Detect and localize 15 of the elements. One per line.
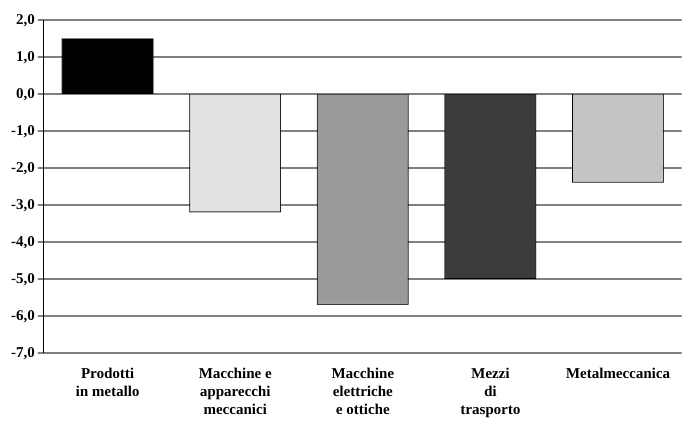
x-tick-label: Mezzi di trasporto <box>460 366 520 418</box>
y-tick-label: -4,0 <box>10 234 35 250</box>
y-tick-label: 0,0 <box>16 86 35 102</box>
y-tick-label: -2,0 <box>10 160 35 176</box>
x-tick-label: Metalmeccanica <box>566 366 670 382</box>
x-tick-label: Macchine e apparecchi meccanici <box>198 366 272 418</box>
y-tick-label: 1,0 <box>16 48 35 65</box>
y-tick-label: -5,0 <box>10 270 35 287</box>
x-tick-label: Prodotti in metallo <box>76 366 140 400</box>
y-tick-label: -6,0 <box>10 308 35 324</box>
y-tick-label: -1,0 <box>10 122 35 139</box>
y-tick-label: -3,0 <box>10 196 35 213</box>
y-tick-label: 2,0 <box>16 12 35 28</box>
x-tick-label: Macchine elettriche e ottiche <box>332 366 394 418</box>
y-tick-label: -7,0 <box>10 344 35 361</box>
